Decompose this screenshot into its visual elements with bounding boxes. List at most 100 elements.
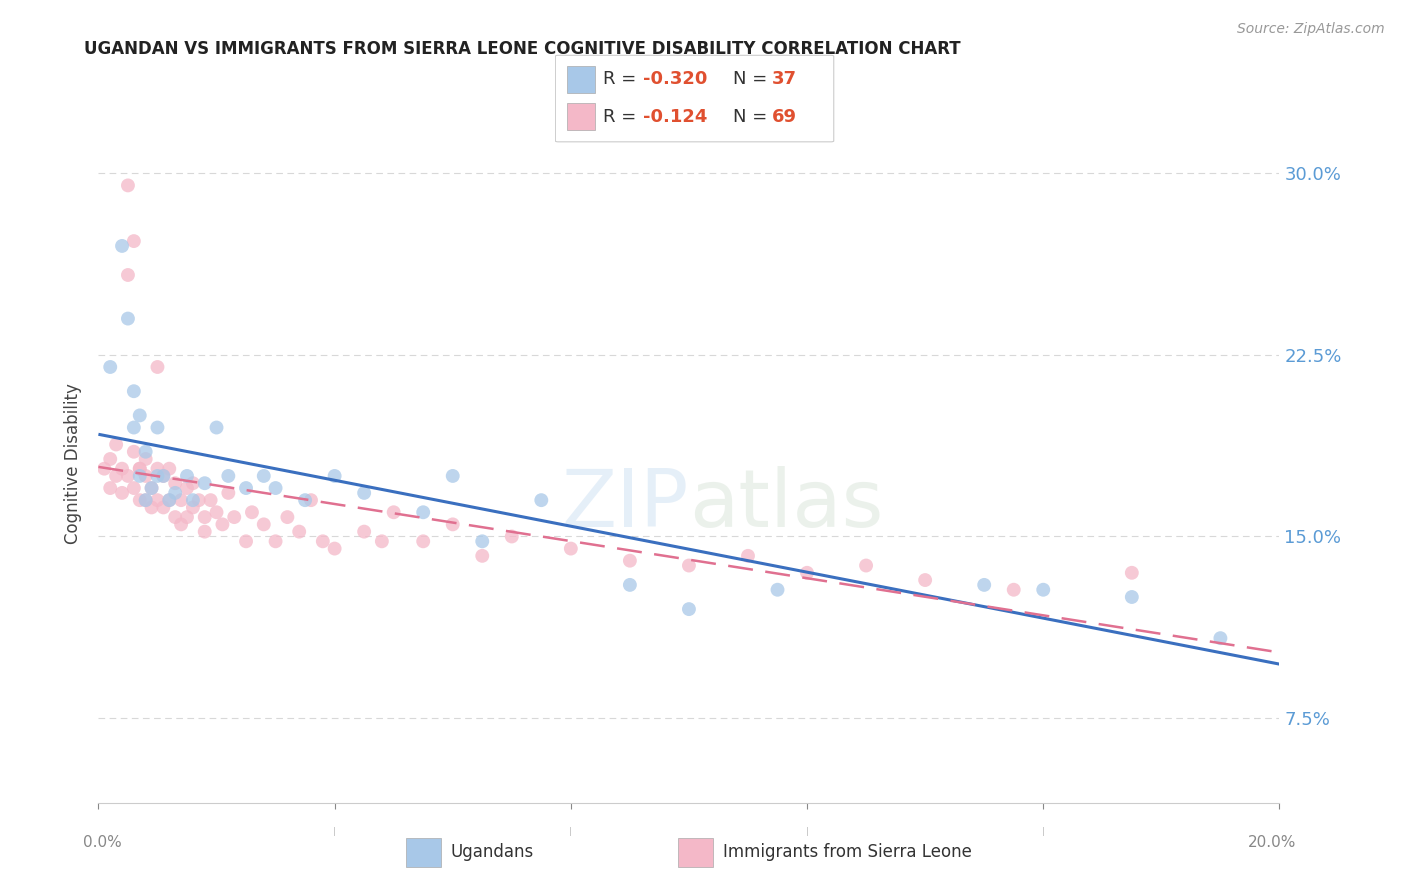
Point [135,444,157,458]
Point [471,549,494,563]
Point [323,469,346,483]
Point [441,469,464,483]
Point [111,239,134,253]
Point [117,268,139,282]
Point [176,510,198,524]
Point [165,510,187,524]
Point [1121,566,1143,580]
Point [117,311,139,326]
Point [157,493,180,508]
Text: R =: R = [603,108,648,126]
Point [152,469,174,483]
Point [135,493,157,508]
Point [235,534,257,549]
Point [371,534,394,549]
Point [1121,590,1143,604]
Point [135,452,157,467]
Text: |: | [333,827,336,836]
Point [353,524,375,539]
Point [353,486,375,500]
Text: Source: ZipAtlas.com: Source: ZipAtlas.com [1237,22,1385,37]
Point [170,517,193,532]
Point [299,493,322,508]
Text: |: | [1042,827,1045,836]
Point [914,573,936,587]
Point [128,461,150,475]
Point [141,500,163,515]
Bar [678,838,713,867]
Point [181,500,204,515]
Point [111,461,134,475]
Point [737,549,759,563]
Point [312,534,335,549]
Point [194,476,217,491]
Point [122,420,145,434]
Text: 0.0%: 0.0% [83,836,122,850]
Point [240,505,263,519]
Y-axis label: Cognitive Disability: Cognitive Disability [65,384,83,544]
Text: |: | [569,827,572,836]
Point [181,493,204,508]
Point [181,476,204,491]
Text: -0.124: -0.124 [643,108,707,126]
Bar [567,66,595,93]
Point [141,481,163,495]
Point [122,481,145,495]
Point [170,493,193,508]
Point [128,461,150,475]
Point [152,469,174,483]
Point [200,493,222,508]
Point [105,469,128,483]
Point [194,510,217,524]
Text: Ugandans: Ugandans [451,843,534,861]
Point [128,409,150,423]
Point [264,534,287,549]
Point [205,420,228,434]
Point [382,505,405,519]
Point [176,469,198,483]
Point [288,524,311,539]
Point [855,558,877,573]
Point [211,517,233,532]
Text: N =: N = [733,108,772,126]
Point [146,493,169,508]
Point [501,529,523,543]
Text: 69: 69 [772,108,797,126]
Text: 37: 37 [772,70,797,88]
Point [224,510,246,524]
Point [122,384,145,399]
Text: UGANDAN VS IMMIGRANTS FROM SIERRA LEONE COGNITIVE DISABILITY CORRELATION CHART: UGANDAN VS IMMIGRANTS FROM SIERRA LEONE … [84,40,960,58]
Point [176,481,198,495]
Point [235,481,257,495]
Point [157,493,180,508]
Point [217,486,239,500]
Point [276,510,298,524]
Point [187,493,209,508]
Point [165,486,187,500]
Point [93,461,115,475]
Text: 20.0%: 20.0% [1249,836,1296,850]
Point [122,234,145,248]
Point [796,566,818,580]
Point [98,359,121,374]
Point [678,602,700,616]
Point [678,558,700,573]
Text: atlas: atlas [689,466,883,543]
Point [157,461,180,475]
Point [253,469,276,483]
Point [530,493,553,508]
Point [560,541,582,556]
Point [253,517,276,532]
Point [128,493,150,508]
Bar [406,838,441,867]
Point [412,534,434,549]
Text: -0.320: -0.320 [643,70,707,88]
Text: |: | [806,827,808,836]
Point [766,582,789,597]
Point [105,437,128,451]
Point [152,500,174,515]
Point [264,481,287,495]
Point [98,452,121,467]
Point [441,517,464,532]
Point [294,493,316,508]
